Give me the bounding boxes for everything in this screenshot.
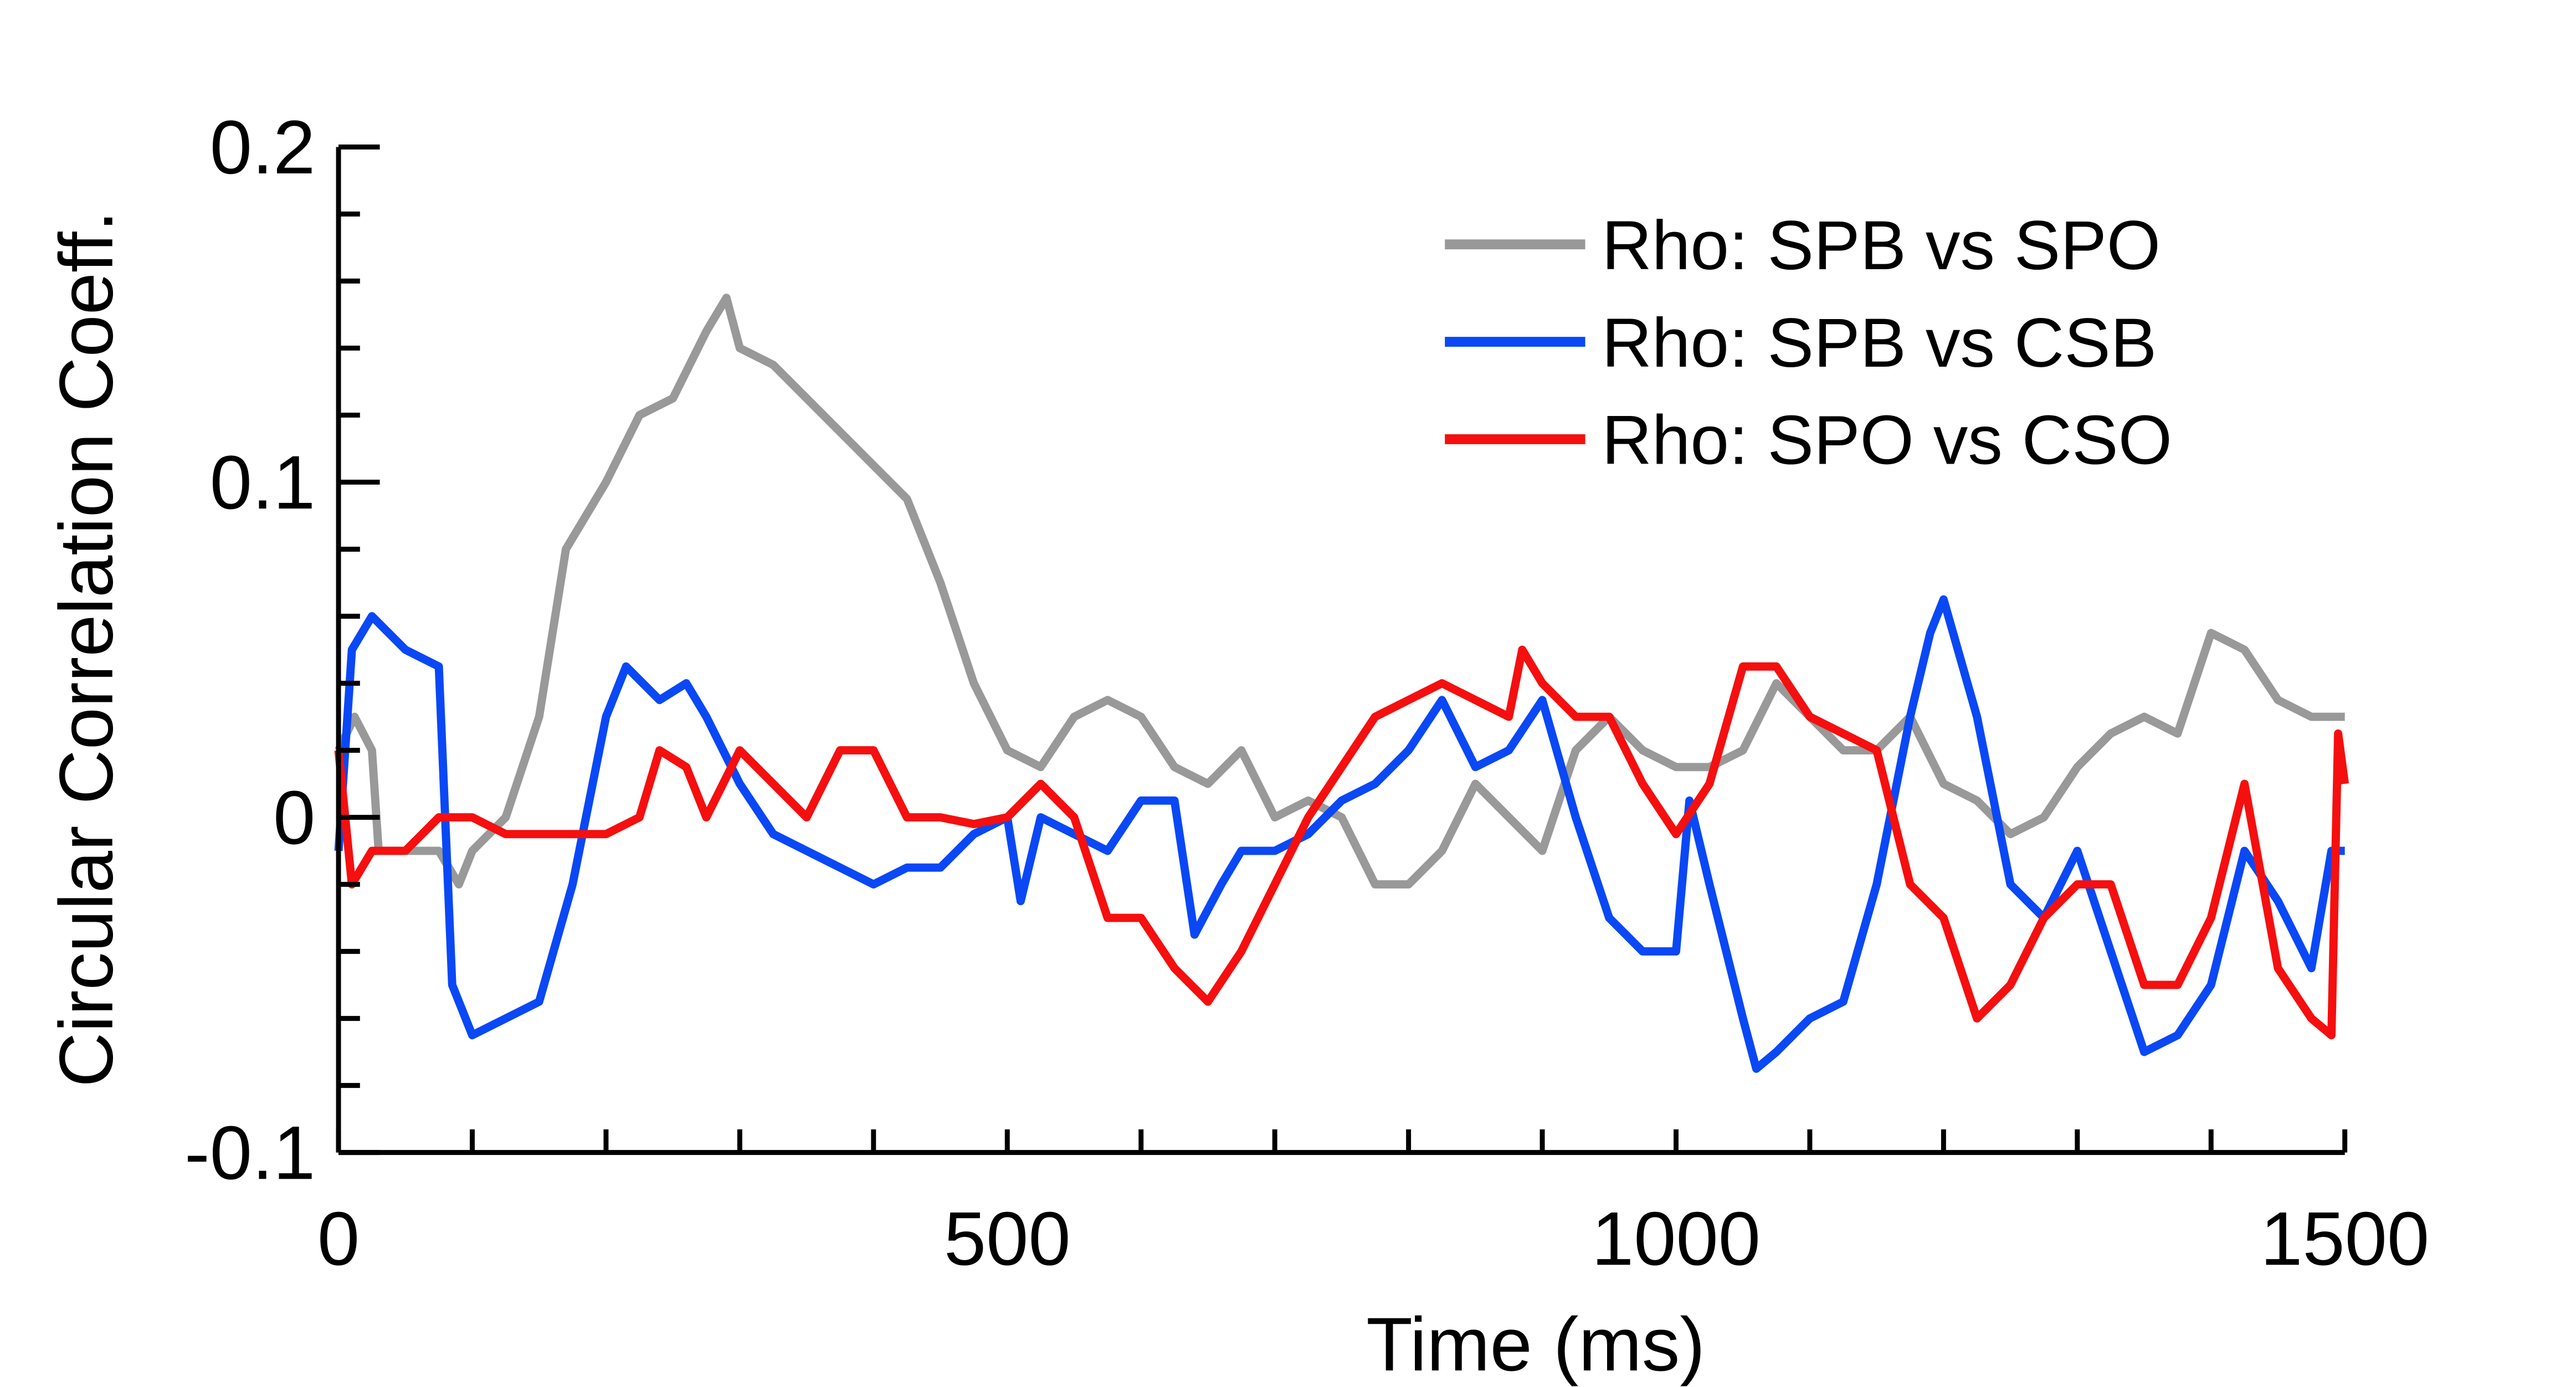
legend-label: Rho: SPO vs CSO	[1602, 402, 2172, 479]
y-tick-label: 0.2	[210, 105, 316, 190]
x-tick-label: 1000	[1592, 1196, 1761, 1281]
y-axis-label: Circular Correlation Coeff.	[44, 210, 129, 1087]
x-axis-label: Time (ms)	[1366, 1302, 1705, 1387]
series-line	[335, 294, 2345, 889]
x-tick-label: 0	[317, 1196, 360, 1281]
legend-label: Rho: SPB vs CSB	[1602, 304, 2157, 382]
y-tick-label: 0	[273, 775, 315, 860]
legend-label: Rho: SPB vs SPO	[1602, 207, 2161, 284]
y-tick-label: 0.1	[210, 440, 316, 525]
x-tick-label: 1500	[2260, 1196, 2429, 1281]
y-tick-label: -0.1	[184, 1111, 315, 1195]
x-tick-label: 500	[944, 1196, 1071, 1281]
series-line	[334, 595, 2345, 1073]
series-line	[334, 645, 2349, 1040]
